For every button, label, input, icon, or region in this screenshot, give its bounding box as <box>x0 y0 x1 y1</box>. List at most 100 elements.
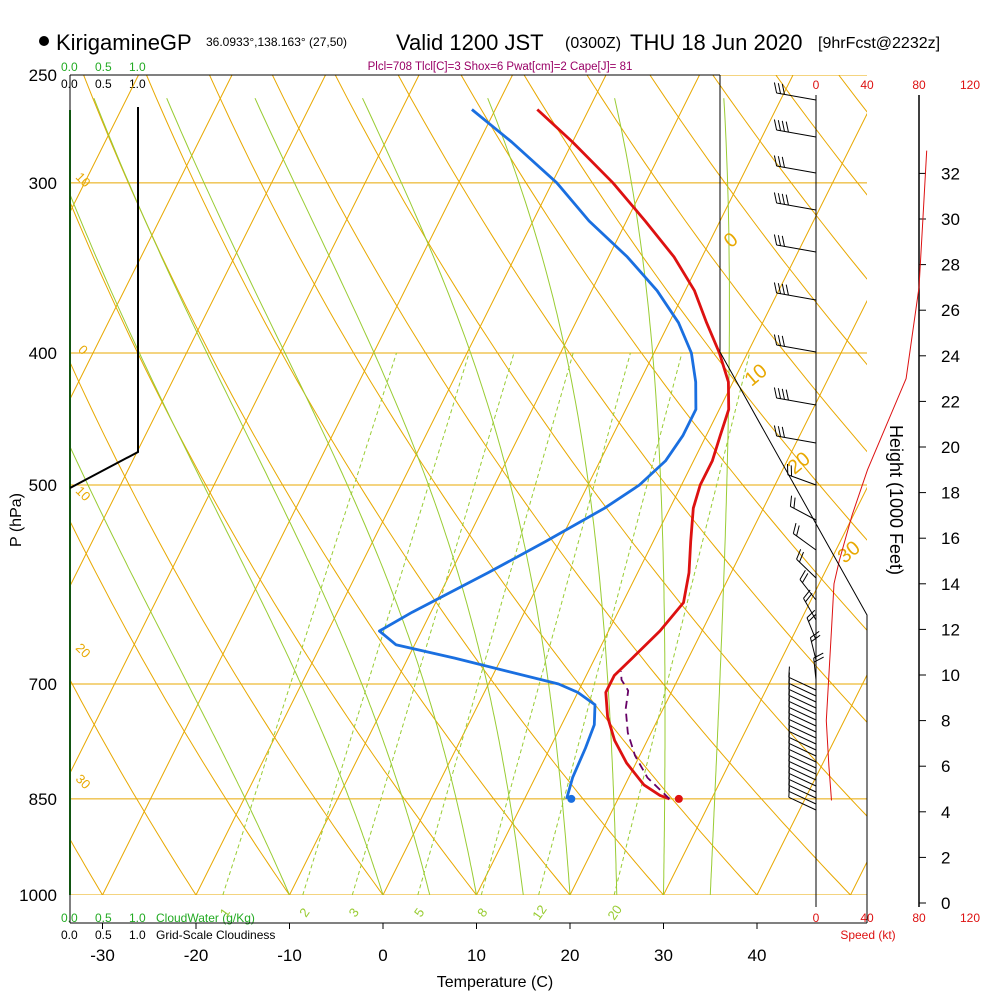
speed-tick: 80 <box>912 78 926 92</box>
wind-barb <box>789 495 817 521</box>
wind-barb-feather <box>793 497 796 509</box>
temperature-tick-label: 20 <box>561 946 580 965</box>
isotherm-line <box>289 75 700 895</box>
wind-barb-staff <box>788 790 817 805</box>
wind-barb-staff <box>788 712 817 727</box>
moist-adiabat <box>166 98 477 895</box>
wind-barb-feather <box>781 235 785 247</box>
wind-barb-feather <box>777 83 782 94</box>
wind-barb-staff <box>788 778 817 793</box>
mixing-ratio-label: 20 <box>604 902 625 922</box>
temperature-tick-label: -20 <box>184 946 209 965</box>
wind-barb-feather <box>789 495 793 507</box>
dewpoint-profile <box>378 108 698 800</box>
wind-barb <box>788 786 817 811</box>
dry-adiabat <box>70 361 384 895</box>
temperature-tick-label: -10 <box>277 946 302 965</box>
dry-adiabat <box>649 75 867 366</box>
cloudwater-tick: 1.0 <box>129 60 146 74</box>
dry-adiabat <box>397 75 867 723</box>
wind-barb-feather <box>777 426 782 437</box>
wind-barb-staff <box>788 796 817 811</box>
wind-barb-staff <box>788 772 817 787</box>
speed-axis-label: Speed (kt) <box>840 928 895 942</box>
pressure-tick-label: 500 <box>29 476 57 495</box>
isotherm-line <box>70 75 420 775</box>
pressure-tick-label: 700 <box>29 675 57 694</box>
height-tick-label: 4 <box>941 803 950 822</box>
wind-barb-feather <box>785 284 789 296</box>
valid-date: THU 18 Jun 2020 <box>630 30 802 55</box>
valid-time: Valid 1200 JST <box>396 30 544 55</box>
height-tick-label: 20 <box>941 438 960 457</box>
isotherm-line <box>382 75 794 895</box>
wind-barb-feather <box>777 235 782 246</box>
wind-barb-feather <box>796 549 802 560</box>
isotherm-label: 10 <box>73 483 94 504</box>
wind-barb <box>809 630 821 661</box>
height-tick-label: 26 <box>941 301 960 320</box>
wind-barb-staff <box>788 706 817 721</box>
wind-barb-feather <box>781 426 785 438</box>
temperature-tick-label: 10 <box>467 946 486 965</box>
wind-barb-feather <box>806 609 816 619</box>
dry-adiabat <box>209 75 758 895</box>
temperature-tick-label: 0 <box>378 946 387 965</box>
height-tick-label: 0 <box>941 894 950 913</box>
wind-barb-feather <box>773 387 778 399</box>
wind-barb <box>799 569 817 601</box>
station-name: KirigamineGP <box>56 30 192 55</box>
wind-barb-feather <box>773 192 778 204</box>
wind-barb-feather <box>777 283 782 294</box>
dry-adiabat <box>523 75 867 541</box>
wind-barb-staff <box>788 676 817 691</box>
mixing-ratio-line <box>538 352 683 895</box>
mixing-ratio-label: 12 <box>529 902 550 922</box>
wind-barb <box>792 522 817 551</box>
dry-adiabat <box>0 75 9 895</box>
moist-adiabat <box>362 97 571 895</box>
temperature-tick-label: -30 <box>90 946 115 965</box>
wind-barb-staff <box>793 533 817 551</box>
wind-barb-staff <box>788 688 817 703</box>
wind-barb-staff <box>796 558 817 579</box>
isotherm-line <box>70 75 326 588</box>
height-tick-label: 6 <box>941 757 950 776</box>
wind-barb-feather <box>777 120 782 131</box>
height-tick-label: 10 <box>941 666 960 685</box>
cloudiness-tick: 1.0 <box>129 77 146 91</box>
cloudwater-label: CloudWater (g/Kg) <box>156 911 255 925</box>
isotherm-line <box>756 673 867 895</box>
dry-adiabat <box>460 75 867 631</box>
cloudwater-tick: 0.0 <box>61 60 78 74</box>
mixing-ratio-label: 5 <box>411 905 427 920</box>
wind-barb-feather <box>805 593 813 603</box>
dewpoint-surface-marker <box>567 794 576 803</box>
wind-barb <box>773 425 817 444</box>
wind-barb-feather <box>781 156 785 168</box>
temperature-tick-label: 30 <box>654 946 673 965</box>
wind-barb-feather <box>799 569 806 580</box>
dry-adiabat <box>70 678 197 895</box>
speed-tick: 120 <box>960 78 980 92</box>
wind-barb-feather <box>773 425 778 437</box>
wind-barb-staff <box>776 165 817 174</box>
wind-barb-feather <box>781 83 785 95</box>
height-tick-label: 28 <box>941 256 960 275</box>
isotherm-line <box>195 75 607 895</box>
cloud-axis-bottom: 0.0 0.5 1.0 CloudWater (g/Kg) 0.0 0.5 1.… <box>61 911 275 942</box>
wind-barb-feather <box>811 634 821 642</box>
wind-barb-feather <box>781 283 785 295</box>
moist-adiabat-label: 0 <box>720 228 743 252</box>
temperature-surface-marker <box>674 794 683 803</box>
wind-barb-feather <box>777 156 782 167</box>
pressure-tick-label: 300 <box>29 174 57 193</box>
isotherm-label: 30 <box>73 771 94 792</box>
wind-barb-feather <box>773 155 778 167</box>
wind-barb-feather <box>803 589 811 599</box>
mixing-ratio-line <box>417 352 574 895</box>
wind-barb-staff <box>776 92 817 101</box>
wind-barb-staff <box>788 682 817 697</box>
moist-adiabat <box>93 98 431 895</box>
